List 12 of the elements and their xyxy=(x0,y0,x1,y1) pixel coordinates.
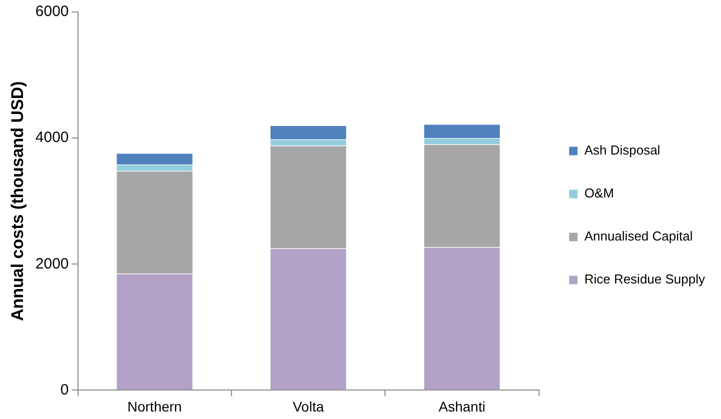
y-tick-label: 2000 xyxy=(35,255,69,272)
legend-label: O&M xyxy=(584,186,614,201)
legend-label: Rice Residue Supply xyxy=(584,272,706,287)
y-tick-label: 0 xyxy=(60,381,69,398)
y-axis-title: Annual costs (thousand USD) xyxy=(8,81,27,322)
legend-label: Annualised Capital xyxy=(584,228,693,244)
x-tick-label: Volta xyxy=(292,398,324,414)
y-tick-label: 6000 xyxy=(35,3,69,20)
legend-label: Ash Disposal xyxy=(584,142,660,158)
y-tick-label: 4000 xyxy=(35,129,69,146)
x-tick-label: Northern xyxy=(127,398,182,414)
x-tick-label: Ashanti xyxy=(438,398,486,414)
